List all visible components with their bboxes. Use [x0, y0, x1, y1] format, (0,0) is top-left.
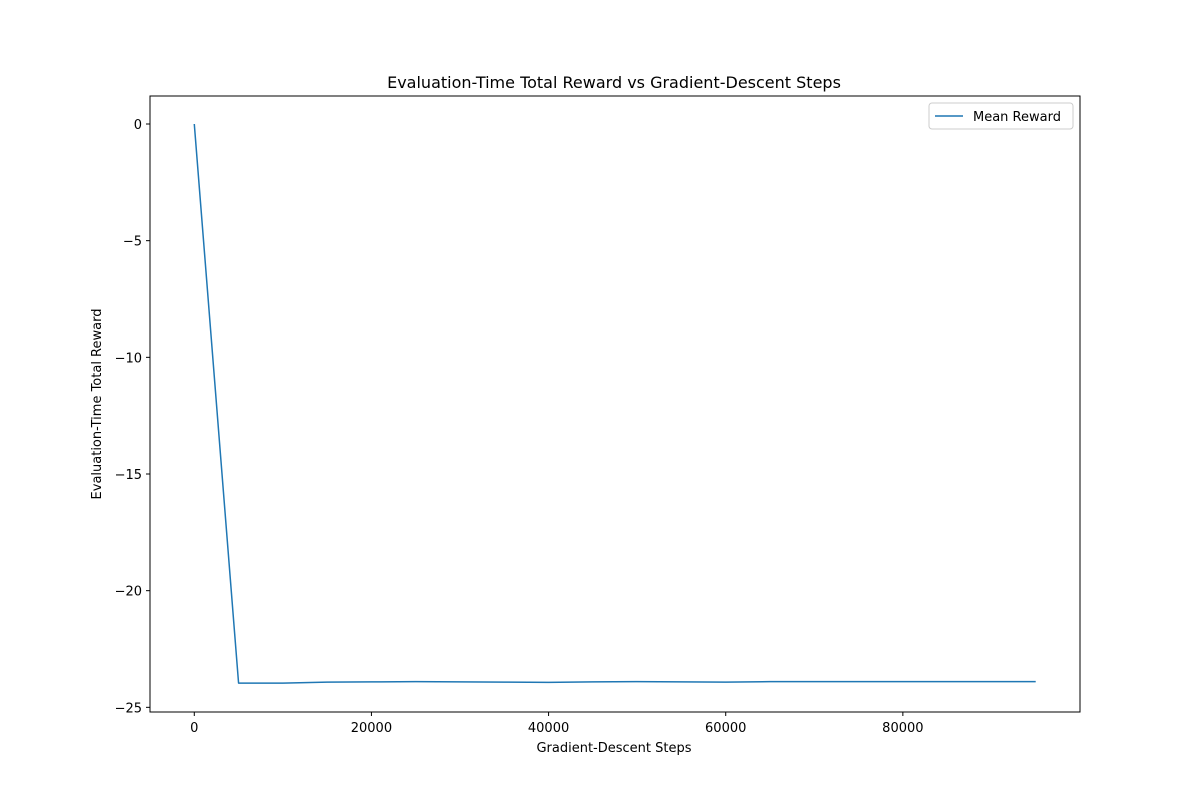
- x-axis-label: Gradient-Descent Steps: [536, 741, 691, 756]
- y-tick-label: −15: [115, 468, 142, 483]
- y-tick-label: −10: [115, 351, 142, 366]
- x-tick-label: 80000: [882, 721, 923, 736]
- chart-title: Evaluation-Time Total Reward vs Gradient…: [387, 73, 841, 92]
- y-tick-label: −25: [115, 701, 142, 716]
- series-line-0: [193, 123, 1036, 684]
- x-tick-label: 60000: [705, 721, 746, 736]
- legend-label: Mean Reward: [973, 110, 1061, 125]
- x-tick-label: 40000: [528, 721, 569, 736]
- y-tick-label: 0: [134, 118, 142, 133]
- axes-frame: [149, 95, 1081, 713]
- plot-area: 0 20000 40000 60000 80000 0 −5 −10 −15 −20 −25 Mean…: [115, 95, 1081, 736]
- x-tick-label: 0: [190, 721, 198, 736]
- y-axis-label: Evaluation-Time Total Reward: [90, 309, 105, 500]
- y-tick-label: −5: [123, 235, 142, 250]
- x-tick-label: 20000: [351, 721, 392, 736]
- y-tick-label: −20: [115, 585, 142, 600]
- legend-box: [928, 102, 1074, 130]
